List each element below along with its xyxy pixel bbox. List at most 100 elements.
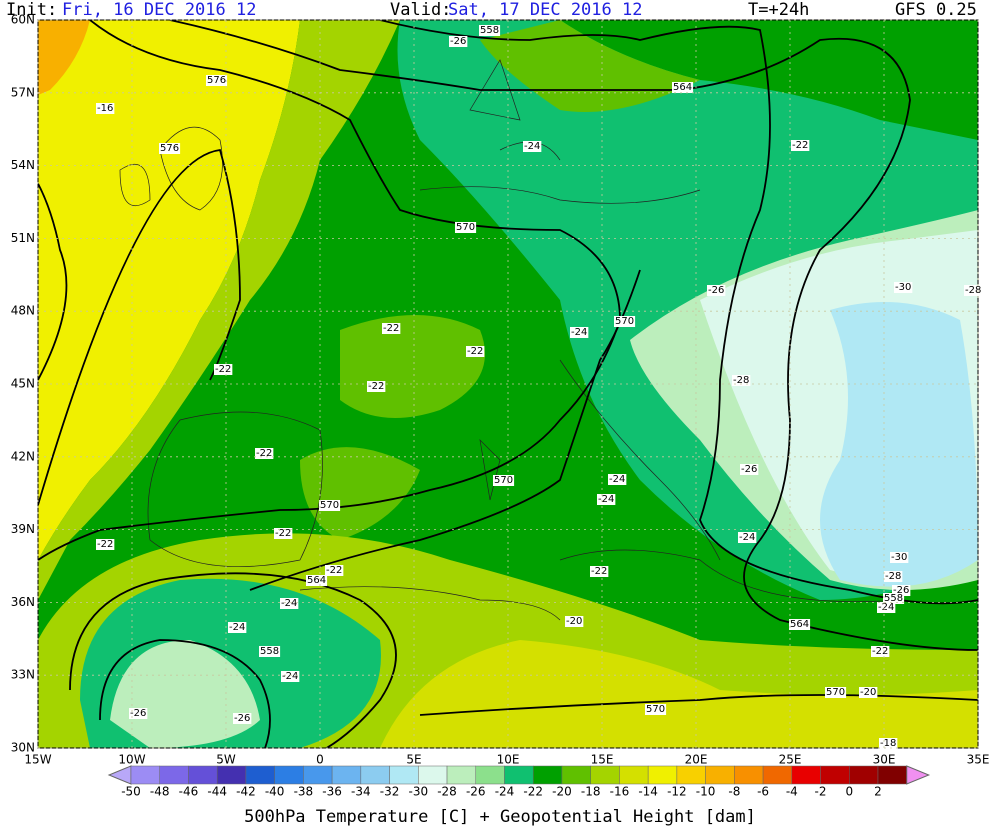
lon-label: 10E xyxy=(497,753,520,767)
contour-label-box xyxy=(306,575,328,586)
field-mild xyxy=(480,20,700,112)
lat-label: 51N xyxy=(11,231,35,245)
contour-label-box xyxy=(523,141,542,152)
colorbar-label: -46 xyxy=(179,785,199,799)
model-name: GFS 0.25 xyxy=(895,0,977,20)
contour-label: 570 xyxy=(456,222,475,233)
valid-date: Sat, 17 DEC 2016 12 xyxy=(448,0,642,20)
contour-label: -26 xyxy=(234,713,250,724)
contour-label: -24 xyxy=(229,622,245,633)
valid-label: Valid: xyxy=(390,0,451,20)
contour-label: -22 xyxy=(215,364,231,375)
contour-label: 558 xyxy=(480,25,499,36)
height-contour xyxy=(249,269,641,591)
colorbar-label: -40 xyxy=(265,785,285,799)
field-warm xyxy=(38,20,90,95)
colorbar-label: -2 xyxy=(815,785,827,799)
contour-label-box xyxy=(455,222,477,233)
contour-label-box xyxy=(228,622,247,633)
contour-label-box xyxy=(732,375,751,386)
colorbar-label: -26 xyxy=(466,785,486,799)
field-mild xyxy=(300,447,420,540)
colorbar-label: -14 xyxy=(638,785,658,799)
colorbar-swatch xyxy=(532,765,563,785)
contour-label: -24 xyxy=(281,598,297,609)
contour-label: -30 xyxy=(895,282,911,293)
contour-label: -24 xyxy=(571,327,587,338)
contour-label-box xyxy=(280,598,299,609)
colorbar-swatch xyxy=(647,765,678,785)
colorbar-swatch xyxy=(360,765,390,785)
colorbar-end xyxy=(107,765,132,785)
colorbar-swatch xyxy=(446,765,477,785)
colorbar-label: -6 xyxy=(757,785,769,799)
contour-label-box xyxy=(382,323,401,334)
contour-label-box xyxy=(214,364,233,375)
contour-label-box xyxy=(367,381,386,392)
contour-label-box xyxy=(871,646,890,657)
contour-label: -20 xyxy=(860,687,876,698)
height-contour xyxy=(38,149,241,506)
contour-label: -18 xyxy=(880,738,896,749)
colorbar-label: -50 xyxy=(121,785,141,799)
contour-label: 570 xyxy=(494,475,513,486)
lon-label: 20E xyxy=(685,753,708,767)
colorbar-label: -10 xyxy=(696,785,716,799)
contour-label-box xyxy=(884,571,903,582)
lat-label: 54N xyxy=(11,158,35,172)
contour-label-box xyxy=(281,671,300,682)
lon-label: 0 xyxy=(316,753,324,767)
lat-label: 48N xyxy=(11,304,35,318)
colorbar-label: -22 xyxy=(523,785,543,799)
contour-label: 564 xyxy=(790,619,809,630)
contour-labels: -26 558 576 -16 576 564 -24 -22 570 -26 … xyxy=(96,25,983,749)
colorbar-title: 500hPa Temperature [C] + Geopotential He… xyxy=(244,807,756,827)
colorbar-swatch xyxy=(504,765,534,785)
contour-label: -22 xyxy=(368,381,384,392)
contour-label-box xyxy=(825,687,847,698)
lat-label: 30N xyxy=(11,741,35,755)
colorbar-label: -38 xyxy=(294,785,314,799)
colorbar-label: -12 xyxy=(667,785,687,799)
contour-label: -22 xyxy=(792,140,808,151)
contour-label: -26 xyxy=(741,464,757,475)
contour-label-box xyxy=(738,532,757,543)
contour-label-box xyxy=(964,285,983,296)
colorbar-swatch xyxy=(762,765,793,785)
contour-label: -22 xyxy=(383,323,399,334)
colorbar-label: -24 xyxy=(495,785,515,799)
colorbar-swatch xyxy=(389,765,419,785)
colorbar-swatch xyxy=(590,765,620,785)
contour-label: 558 xyxy=(884,593,903,604)
contour-label-box xyxy=(466,346,485,357)
contour-label: 558 xyxy=(260,646,279,657)
colorbar-label: -8 xyxy=(728,785,740,799)
contour-label-box xyxy=(672,82,694,93)
lat-label: 33N xyxy=(11,668,35,682)
contour-label-box xyxy=(233,713,252,724)
contour-label: -28 xyxy=(885,571,901,582)
contour-label: -24 xyxy=(598,494,614,505)
contour-label-box xyxy=(859,687,878,698)
contour-label-box xyxy=(159,143,181,154)
contour-label: 570 xyxy=(826,687,845,698)
colorbar-label: -4 xyxy=(786,785,798,799)
contour-label: 576 xyxy=(160,143,179,154)
contour-label-box xyxy=(890,552,909,563)
colorbar-swatch xyxy=(159,765,189,785)
contour-label: -22 xyxy=(467,346,483,357)
contour-label-box xyxy=(493,475,515,486)
forecast-step: T=+24h xyxy=(748,0,809,20)
map-field xyxy=(38,20,978,748)
colorbar-swatch xyxy=(130,765,160,785)
contour-label: -22 xyxy=(97,539,113,550)
colorbar-swatch xyxy=(877,765,907,785)
contour-label-box xyxy=(206,75,228,86)
contour-label-box xyxy=(791,140,810,151)
lat-label: 45N xyxy=(11,377,35,391)
contour-label: -22 xyxy=(326,565,342,576)
lon-label: 5W xyxy=(216,753,236,767)
contour-label: 564 xyxy=(307,575,326,586)
contour-label-box xyxy=(707,285,726,296)
